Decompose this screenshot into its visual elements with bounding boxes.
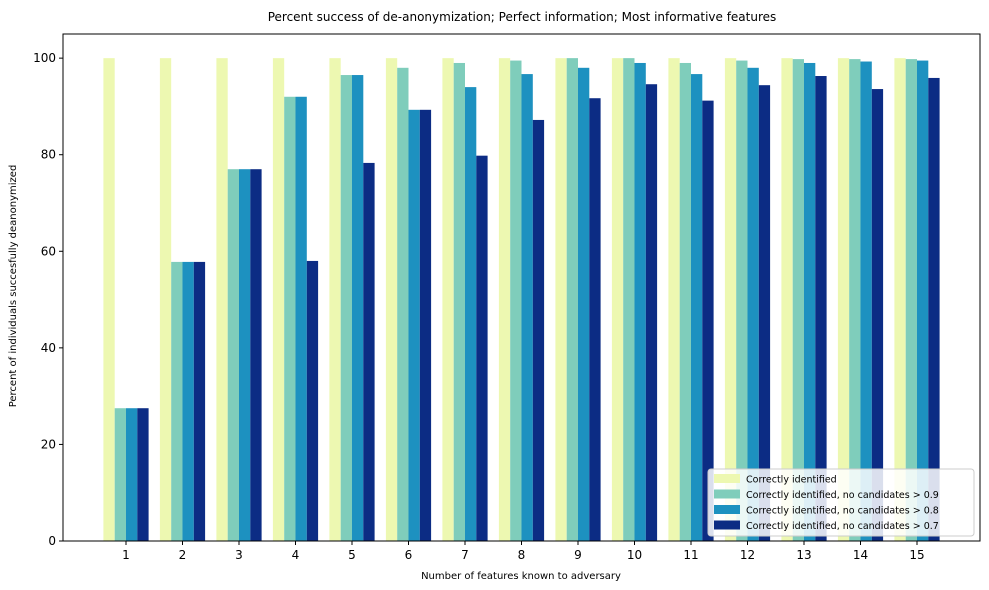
x-tick-label: 1: [122, 548, 130, 562]
x-tick-label: 7: [461, 548, 469, 562]
legend-swatch: [714, 474, 740, 483]
legend-label: Correctly identified, no candidates > 0.…: [746, 521, 939, 532]
bar-12-series-3: [747, 67, 759, 542]
bar-2-series-3: [182, 261, 194, 541]
y-tick-label: 40: [41, 341, 56, 355]
bar-4-series-3: [295, 96, 307, 542]
bar-8-series-3: [521, 74, 533, 541]
x-tick-label: 5: [348, 548, 356, 562]
bar-1-series-1: [103, 58, 115, 541]
bar-1-series-2: [114, 408, 126, 541]
bar-2-series-4: [193, 261, 206, 541]
y-tick-label: 80: [41, 148, 56, 162]
x-tick-label: 3: [235, 548, 243, 562]
bar-8-series-1: [498, 58, 511, 541]
x-tick-label: 4: [292, 548, 300, 562]
bar-3-series-4: [250, 169, 262, 541]
bar-15-series-3: [917, 60, 929, 542]
legend-swatch: [714, 520, 740, 530]
bar-12-series-4: [758, 85, 771, 542]
bar-10-series-1: [611, 58, 624, 541]
x-tick-label: 6: [405, 548, 413, 562]
bar-13-series-3: [804, 62, 816, 541]
legend: Correctly identified Correctly identified…: [707, 468, 975, 537]
x-tick-label: 8: [518, 548, 526, 562]
x-tick-label: 15: [909, 548, 924, 562]
bar-7-series-3: [465, 87, 477, 542]
y-tick-label: 100: [33, 51, 56, 65]
legend-label: Correctly identified, no candidates > 0.…: [746, 490, 939, 501]
bar-9-series-1: [555, 58, 567, 541]
y-tick-label: 0: [48, 534, 56, 548]
x-tick-label: 13: [796, 548, 811, 562]
bar-5-series-3: [352, 75, 364, 541]
bar-6-series-3: [408, 109, 420, 541]
x-tick-label: 9: [574, 548, 582, 562]
legend-label: Correctly identified: [746, 475, 837, 486]
bar-3-series-1: [216, 58, 228, 541]
bar-1-series-3: [126, 408, 138, 541]
y-axis-label: Percent of individuals succesfully deano…: [8, 165, 19, 408]
legend-swatch: [714, 505, 740, 514]
bar-15-series-2: [905, 59, 917, 542]
bar-4-series-1: [272, 58, 285, 541]
x-tick-label: 10: [627, 548, 642, 562]
bar-7-series-4: [476, 155, 488, 541]
bar-10-series-3: [634, 62, 646, 541]
bar-9-series-4: [589, 98, 601, 541]
x-tick-label: 12: [740, 548, 755, 562]
bar-6-series-4: [419, 109, 432, 541]
bar-3-series-2: [227, 169, 239, 541]
bar-6-series-1: [385, 58, 398, 541]
bar-1-series-4: [137, 408, 149, 541]
bar-15-series-1: [894, 58, 906, 541]
bar-4-series-2: [284, 96, 296, 542]
bar-9-series-2: [566, 58, 578, 541]
bar-5-series-1: [329, 58, 341, 541]
bar-8-series-4: [532, 119, 545, 541]
bar-2-series-1: [159, 58, 172, 541]
legend-label: Correctly identified, no candidates > 0.…: [746, 506, 939, 517]
bar-11-series-4: [702, 100, 714, 541]
bar-15-series-4: [928, 77, 940, 541]
x-tick-label: 2: [179, 548, 187, 562]
bar-5-series-4: [363, 162, 375, 542]
bar-10-series-4: [645, 84, 658, 541]
bar-4-series-4: [306, 260, 319, 541]
legend-box: [707, 468, 975, 537]
x-tick-label: 14: [853, 548, 868, 562]
bar-6-series-2: [397, 67, 409, 542]
bar-8-series-2: [510, 60, 522, 542]
bar-5-series-2: [340, 75, 352, 541]
bar-9-series-3: [578, 67, 590, 542]
bar-14-series-4: [871, 89, 884, 542]
bar-2-series-2: [171, 261, 183, 541]
bar-12-series-2: [736, 60, 748, 542]
bar-14-series-1: [837, 58, 850, 541]
bar-12-series-1: [724, 58, 737, 541]
bar-10-series-2: [623, 58, 635, 541]
x-tick-label: 11: [683, 548, 698, 562]
legend-swatch: [714, 489, 740, 499]
bar-3-series-3: [239, 169, 251, 541]
bar-7-series-2: [453, 62, 465, 541]
bar-14-series-2: [849, 59, 861, 542]
bar-13-series-1: [781, 58, 793, 541]
y-tick-label: 60: [41, 244, 56, 258]
x-axis-label: Number of features known to adversary: [421, 571, 621, 582]
bar-11-series-3: [691, 74, 703, 541]
chart-title: Percent success of de-anonymization; Per…: [268, 10, 777, 24]
bar-11-series-2: [679, 62, 691, 541]
bar-11-series-1: [668, 58, 680, 541]
y-tick-label: 20: [41, 437, 56, 451]
bar-14-series-3: [860, 61, 872, 542]
bar-13-series-4: [815, 76, 827, 541]
bar-13-series-2: [792, 59, 804, 542]
bar-7-series-1: [442, 58, 454, 541]
